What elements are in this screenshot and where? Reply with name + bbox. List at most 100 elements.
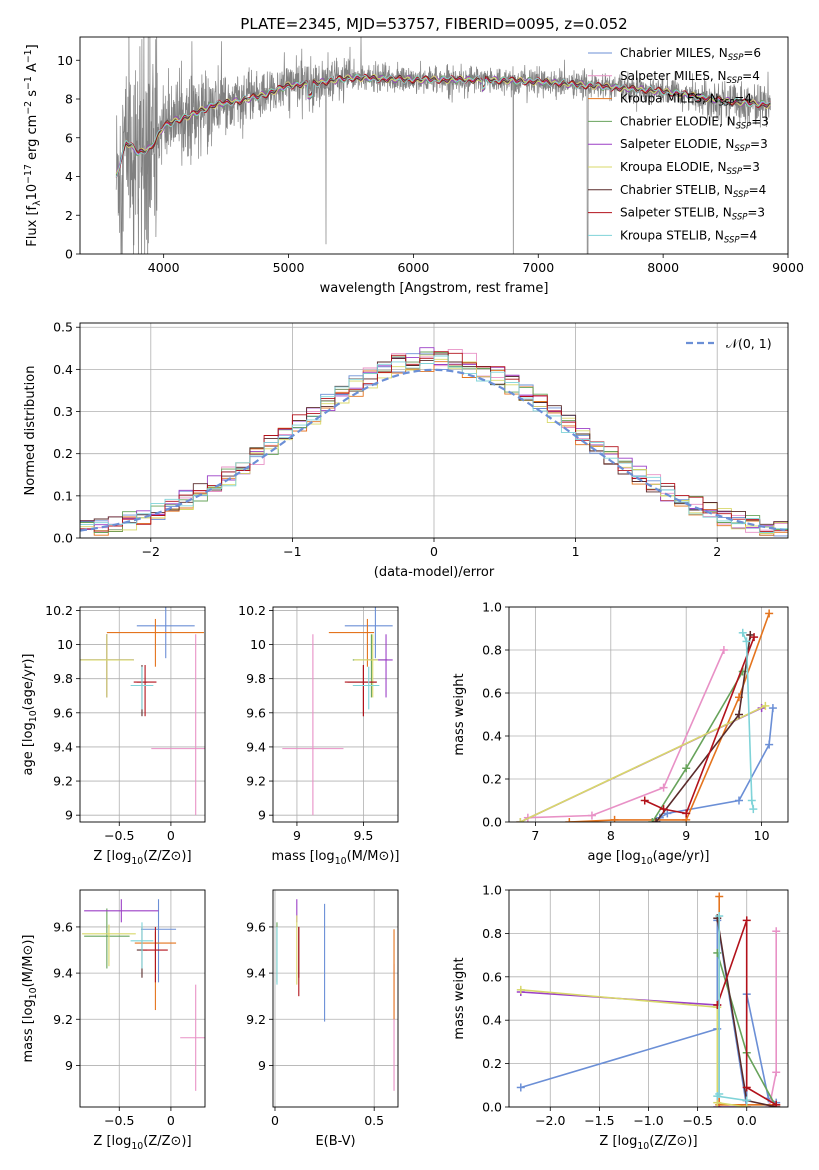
x-tick-label: −1.0 [633, 1113, 663, 1128]
y-tick-label: 9.8 [246, 671, 266, 686]
x-tick-label: 6000 [397, 260, 429, 275]
weight-line [527, 649, 725, 819]
weight-marker [768, 704, 777, 713]
errorbar-point [140, 899, 177, 983]
weight-marker [610, 815, 619, 822]
errorbar-point [344, 607, 393, 659]
x-tick-label: −2.0 [535, 1113, 565, 1128]
errorbar-point [133, 665, 157, 717]
y-tick-label: 9.2 [53, 1012, 73, 1027]
y-tick-label: 6 [65, 130, 73, 145]
x-tick-label: 7000 [522, 260, 554, 275]
weight-marker [652, 818, 661, 822]
y-axis-label: age [log10(age/yr)] [21, 654, 39, 776]
chart-age_vs_mass: 9 9.5 9 9.2 9.4 9.6 9.8 10 10.2 mass [log10(M/M⊙)… [238, 603, 399, 867]
y-tick-label: 10 [57, 53, 73, 68]
plot-area [82, 899, 205, 1091]
y-tick-label: 10.2 [45, 603, 73, 618]
errorbar-point [151, 634, 205, 816]
x-tick-label: 7 [531, 828, 539, 843]
model-spectrum [115, 74, 771, 177]
residual-histogram [80, 355, 788, 538]
x-tick-label: −0.5 [682, 1113, 712, 1128]
y-tick-label: 0 [65, 247, 73, 262]
weight-line [768, 931, 778, 1107]
x-tick-label: 0.0 [737, 1113, 757, 1128]
y-tick-label: 10 [57, 637, 73, 652]
weight-marker [765, 740, 774, 749]
y-tick-label: 9.6 [53, 705, 73, 720]
axes-frame [79, 36, 789, 255]
x-tick-label: 9 [293, 828, 301, 843]
x-tick-label: 10 [754, 828, 770, 843]
y-tick-label: 10 [250, 637, 266, 652]
x-tick-label: −1 [283, 544, 301, 559]
x-tick-label: 1 [572, 544, 580, 559]
y-tick-label: 9 [65, 1058, 73, 1073]
legend-entry: Chabrier MILES, NSSP=6 [620, 46, 761, 63]
x-tick-label: 9 [682, 828, 690, 843]
weight-marker [750, 633, 759, 642]
plot-area [282, 607, 393, 816]
weight-marker [516, 985, 525, 994]
y-tick-label: 0.6 [482, 686, 502, 701]
y-tick-label: 9.6 [246, 705, 266, 720]
weight-marker [761, 701, 770, 710]
weight-line [715, 916, 747, 1102]
y-tick-label: 9.6 [53, 919, 73, 934]
weight-marker [659, 805, 668, 814]
plot-area [516, 892, 781, 1107]
x-axis-label: E(B-V) [315, 1134, 355, 1149]
chart-weight_vs_age: 7 8 9 10 0.0 0.2 0.4 0.6 0.8 1.0 age [log10(age/yr… [452, 600, 789, 867]
y-tick-label: 0.3 [53, 404, 73, 419]
weight-marker [772, 1068, 781, 1077]
y-tick-label: 0.5 [53, 320, 73, 335]
errorbar-point [84, 908, 130, 969]
weight-line [644, 636, 755, 815]
errorbar-point [80, 634, 134, 698]
x-tick-label: 0 [167, 1113, 175, 1128]
chart-age_vs_Z: −0.5 0 9 9.2 9.4 9.6 9.8 10 10.2 Z [log10(Z/Z⊙)] a… [21, 603, 206, 867]
y-tick-label: 1.0 [482, 600, 502, 615]
x-axis-label: Z [log10(Z/Z⊙)] [599, 1134, 697, 1152]
weight-line [520, 989, 747, 1107]
x-tick-label: 0 [430, 544, 438, 559]
y-tick-label: 0.2 [482, 772, 502, 787]
chart-spectrum: PLATE=2345, MJD=53757, FIBERID=0095, z=0… [23, 15, 804, 296]
x-tick-label: 0 [271, 1113, 279, 1128]
weight-marker [772, 1100, 781, 1107]
weight-marker [682, 764, 691, 773]
errorbar-point [282, 634, 344, 816]
x-tick-label: 9.5 [353, 828, 373, 843]
errorbar-point [130, 922, 154, 969]
errorbar-point [130, 666, 154, 710]
errorbar-point [82, 924, 136, 967]
weight-marker [742, 916, 751, 925]
y-tick-label: 0.6 [482, 969, 502, 984]
y-tick-label: 9.6 [246, 919, 266, 934]
chart-weight_vs_Z: −2.0 −1.5 −1.0 −0.5 0.0 0.0 0.2 0.4 0.6 0.8 1.0 Z [… [452, 883, 789, 1152]
errorbar-point [143, 926, 168, 983]
weight-line [716, 920, 777, 1106]
y-tick-label: 9.4 [53, 966, 73, 981]
weight-marker [749, 805, 758, 814]
legend-entry: Salpeter ELODIE, NSSP=3 [620, 137, 768, 154]
axes-frame [272, 889, 399, 1108]
legend: Chabrier MILES, NSSP=6 Salpeter MILES, NS… [588, 46, 769, 245]
y-axis-label: mass weight [452, 957, 467, 1039]
weight-marker [516, 1083, 525, 1092]
plot-area [516, 609, 777, 822]
weight-marker [713, 1092, 722, 1101]
y-tick-label: 9.4 [53, 739, 73, 754]
plot-area [276, 899, 395, 1091]
weight-line [742, 632, 755, 810]
x-tick-label: −0.5 [104, 1113, 134, 1128]
x-tick-label: 2 [713, 544, 721, 559]
errorbar-point [328, 618, 375, 667]
weight-marker [715, 892, 724, 901]
x-axis-label: (data-model)/error [374, 565, 495, 580]
y-tick-label: 0.1 [53, 488, 73, 503]
weight-marker [565, 818, 574, 822]
x-tick-label: 9000 [772, 260, 804, 275]
y-tick-label: 9.2 [246, 774, 266, 789]
